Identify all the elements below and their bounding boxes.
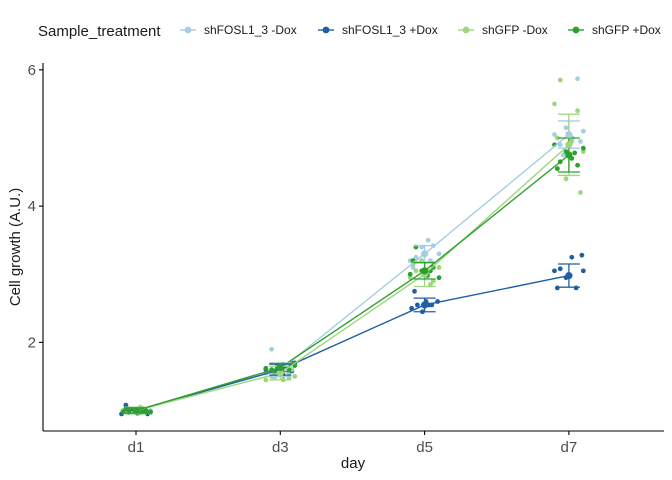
data-point [557,77,563,83]
data-point [148,409,153,415]
data-point [563,125,569,131]
y-axis-title: Cell growth (A.U.) [7,188,24,306]
legend-label: shFOSL1_3 +Dox [342,23,438,37]
data-point [263,377,269,383]
data-point [292,374,298,379]
data-point [407,271,413,277]
legend: Sample_treatment shFOSL1_3 -Dox shFOSL1_3… [38,23,661,40]
mean-marker [276,364,284,372]
mean-marker [276,369,284,377]
data-point [263,365,269,371]
data-point [580,145,586,151]
data-point [413,254,419,260]
data-point [573,285,579,291]
data-point [575,162,580,168]
data-point [554,166,560,172]
data-point [575,108,580,114]
legend-key-marker [184,26,192,34]
mean-marker [421,301,429,309]
data-point [430,278,436,284]
x-tick-label: d1 [128,439,145,456]
y-tick-label: 6 [28,62,36,79]
x-tick-label: d7 [561,439,578,456]
mean-marker [565,151,573,159]
data-point [269,346,275,352]
series-line [135,144,570,412]
x-tick-label: d5 [416,439,433,456]
series-line [135,154,570,412]
data-point [552,132,557,137]
data-point [427,282,433,287]
data-point [407,275,413,281]
error-bars-layer [125,113,580,415]
data-point [436,275,442,281]
data-point [560,152,566,158]
x-axis-title: day [341,455,366,472]
data-point [552,268,557,274]
data-points-layer [119,76,586,417]
data-point [554,285,560,291]
data-point [412,288,417,294]
data-point [579,252,585,258]
legend-key-marker [322,26,330,34]
data-point [580,268,586,274]
data-point [569,254,575,260]
mean-marker [565,130,573,139]
legend-label: shFOSL1_3 -Dox [204,23,297,37]
data-point [552,101,557,107]
mean-marker [421,250,429,258]
mean-marker [421,267,429,275]
y-axis-ticks: 2 4 6 [28,62,43,351]
data-point [580,128,586,134]
data-point [557,266,563,272]
y-tick-label: 4 [28,198,36,215]
legend-key-marker [462,26,470,34]
legend-label: shGFP -Dox [482,23,548,37]
data-point [580,149,586,154]
mean-marker [565,141,573,149]
data-point [578,138,583,144]
data-point [436,265,442,270]
data-point [413,268,419,274]
data-point [578,190,583,195]
series-lines-layer [135,134,570,412]
y-tick-label: 2 [28,334,36,351]
mean-marker [132,406,140,415]
data-point [436,251,442,257]
mean-markers-layer [132,130,573,415]
x-axis-ticks: d1 d3 d5 d7 [128,431,578,456]
legend-title: Sample_treatment [38,23,161,40]
data-point [554,135,560,141]
legend-key-marker [572,26,580,34]
data-point [575,76,580,82]
data-point [572,150,578,156]
mean-marker [565,272,573,280]
data-point [123,402,129,408]
data-point [425,237,431,243]
data-point [414,302,420,308]
data-point [563,176,569,182]
data-point [410,265,416,270]
series-line [135,274,570,412]
legend-label: shGFP +Dox [592,23,661,37]
x-tick-label: d3 [272,439,289,456]
series-line [135,134,570,412]
